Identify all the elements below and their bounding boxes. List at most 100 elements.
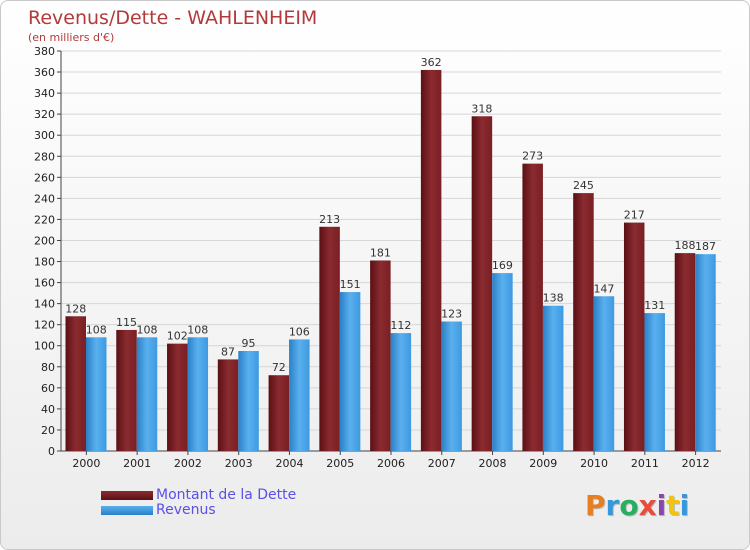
data-label-revenus-2007: 123 xyxy=(441,308,462,321)
bar-revenus-2009 xyxy=(542,305,564,451)
data-label-dette-2005: 213 xyxy=(319,213,340,226)
x-tick-label-2002: 2002 xyxy=(174,457,202,470)
bar-revenus-2005 xyxy=(339,292,361,451)
y-tick-label: 380 xyxy=(34,45,55,58)
y-tick-label: 180 xyxy=(34,256,55,269)
data-label-revenus-2011: 131 xyxy=(644,299,665,312)
proxiti-logo: Proxiti xyxy=(585,489,689,522)
logo-letter: o xyxy=(619,489,639,522)
legend-swatch-revenus xyxy=(101,506,153,515)
x-tick-label-2008: 2008 xyxy=(479,457,507,470)
y-tick-label: 280 xyxy=(34,150,55,163)
x-tick-label-2003: 2003 xyxy=(225,457,253,470)
y-tick-label: 300 xyxy=(34,129,55,142)
bar-dette-2008 xyxy=(471,116,493,452)
bar-dette-2006 xyxy=(370,260,391,451)
x-tick-label-2010: 2010 xyxy=(580,457,608,470)
data-label-revenus-2005: 151 xyxy=(340,278,361,291)
y-tick-label: 120 xyxy=(34,319,55,332)
data-label-dette-2003: 87 xyxy=(221,345,235,358)
x-tick-label-2011: 2011 xyxy=(631,457,659,470)
data-label-dette-2010: 245 xyxy=(573,179,594,192)
y-tick-label: 20 xyxy=(41,424,55,437)
bar-dette-2010 xyxy=(573,193,594,451)
x-tick-label-2007: 2007 xyxy=(428,457,456,470)
bar-dette-2007 xyxy=(420,69,442,452)
bar-revenus-2000 xyxy=(86,337,107,451)
y-tick-label: 240 xyxy=(34,192,55,205)
bar-dette-2003 xyxy=(217,359,239,451)
bar-revenus-2006 xyxy=(390,333,412,451)
bar-dette-2001 xyxy=(116,329,137,451)
y-tick-label: 80 xyxy=(41,361,55,374)
y-tick-label: 100 xyxy=(34,340,55,353)
data-label-revenus-2010: 147 xyxy=(593,282,614,295)
y-tick-label: 200 xyxy=(34,234,55,247)
y-tick-label: 0 xyxy=(48,445,55,458)
data-label-revenus-2000: 108 xyxy=(86,323,107,336)
x-tick-label-2005: 2005 xyxy=(326,457,354,470)
data-label-dette-2001: 115 xyxy=(116,316,137,329)
data-label-revenus-2002: 108 xyxy=(187,323,208,336)
y-tick-label: 220 xyxy=(34,213,55,226)
legend-label-dette: Montant de la Dette xyxy=(156,487,297,503)
bar-revenus-2007 xyxy=(441,321,462,451)
bar-revenus-2008 xyxy=(492,273,513,451)
bar-dette-2011 xyxy=(623,222,645,451)
bar-dette-2012 xyxy=(674,253,696,451)
data-label-dette-2007: 362 xyxy=(421,56,442,69)
legend-label-revenus: Revenus xyxy=(156,502,216,518)
logo-letter: i xyxy=(679,489,690,522)
data-label-revenus-2012: 187 xyxy=(695,240,716,253)
bar-revenus-2003 xyxy=(238,351,259,451)
chart-subtitle: (en milliers d'€) xyxy=(28,31,115,44)
logo-letter: P xyxy=(585,489,606,522)
data-label-revenus-2001: 108 xyxy=(137,323,158,336)
data-label-dette-2009: 273 xyxy=(522,150,543,163)
bar-revenus-2002 xyxy=(187,337,209,451)
y-tick-label: 320 xyxy=(34,108,55,121)
data-label-dette-2011: 217 xyxy=(624,209,645,222)
data-label-dette-2012: 188 xyxy=(674,239,695,252)
chart-title: Revenus/Dette - WAHLENHEIM xyxy=(28,7,318,29)
logo-letter: t xyxy=(666,489,680,522)
data-label-revenus-2006: 112 xyxy=(390,319,411,332)
bar-dette-2000 xyxy=(65,316,86,451)
bar-revenus-2001 xyxy=(136,337,158,451)
x-tick-label-2012: 2012 xyxy=(682,457,710,470)
y-tick-label: 160 xyxy=(34,277,55,290)
data-label-dette-2000: 128 xyxy=(65,302,86,315)
bar-dette-2004 xyxy=(268,375,290,451)
y-tick-label: 340 xyxy=(34,87,55,100)
bar-dette-2002 xyxy=(167,343,188,451)
data-label-dette-2008: 318 xyxy=(471,102,492,115)
legend-swatch-dette xyxy=(101,491,153,500)
x-tick-label-2000: 2000 xyxy=(72,457,100,470)
x-tick-label-2001: 2001 xyxy=(123,457,151,470)
data-label-revenus-2003: 95 xyxy=(242,337,256,350)
data-label-dette-2004: 72 xyxy=(272,361,286,374)
x-tick-label-2006: 2006 xyxy=(377,457,405,470)
bar-dette-2009 xyxy=(522,163,543,451)
bar-revenus-2011 xyxy=(644,313,665,451)
data-label-dette-2006: 181 xyxy=(370,246,391,259)
y-tick-label: 40 xyxy=(41,403,55,416)
y-tick-label: 360 xyxy=(34,66,55,79)
data-label-revenus-2004: 106 xyxy=(289,325,310,338)
y-tick-label: 60 xyxy=(41,382,55,395)
bar-revenus-2010 xyxy=(593,296,615,451)
x-tick-label-2009: 2009 xyxy=(529,457,557,470)
y-tick-label: 140 xyxy=(34,298,55,311)
bar-revenus-2012 xyxy=(695,254,716,451)
bar-dette-2005 xyxy=(319,226,340,451)
y-tick-label: 260 xyxy=(34,171,55,184)
logo-letter: r xyxy=(605,489,620,522)
x-tick-label-2004: 2004 xyxy=(275,457,303,470)
data-label-revenus-2009: 138 xyxy=(543,292,564,305)
bar-revenus-2004 xyxy=(289,339,310,451)
data-label-dette-2002: 102 xyxy=(167,330,188,343)
logo-letter: i xyxy=(656,489,667,522)
logo-letter: x xyxy=(638,489,657,522)
